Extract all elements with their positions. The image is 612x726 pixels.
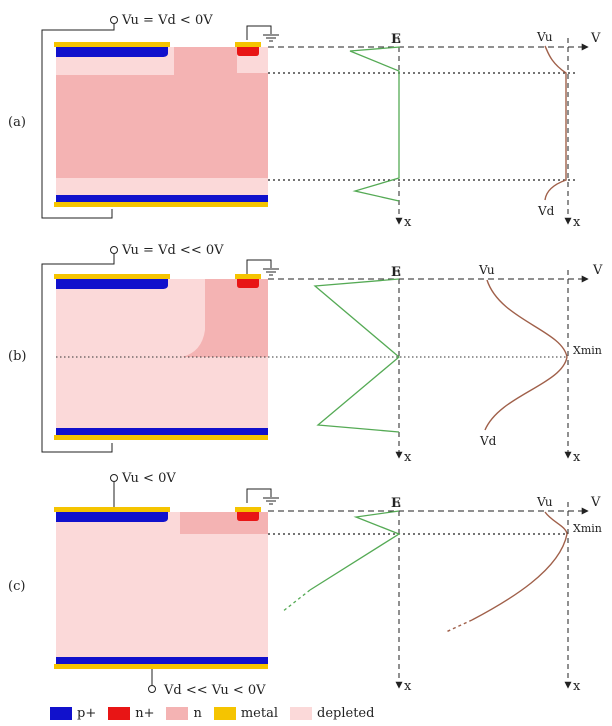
x-axis-label-v: x bbox=[573, 450, 581, 465]
legend-swatch bbox=[213, 707, 236, 720]
e-axis-label: E bbox=[391, 496, 401, 511]
metal-ntop bbox=[235, 42, 261, 47]
n-plus-top bbox=[237, 47, 259, 56]
bias-wire bbox=[41, 254, 115, 453]
legend-swatch bbox=[50, 707, 72, 720]
legend-item-depleted: depleted bbox=[290, 706, 374, 721]
bias-terminal-icon bbox=[148, 685, 156, 693]
legend-item-p-plus: p+ bbox=[50, 706, 96, 721]
potential-label-bottom: Vd bbox=[537, 204, 555, 218]
panel-c-tag: (c) bbox=[8, 579, 25, 594]
p-plus-top bbox=[56, 47, 168, 57]
panel-b-tag: (b) bbox=[8, 349, 26, 364]
n-plus-top bbox=[237, 279, 259, 288]
potential-profile bbox=[484, 279, 568, 431]
field-profile bbox=[313, 278, 401, 433]
legend-label: n bbox=[193, 706, 202, 721]
xmin-label: Xmin bbox=[573, 522, 602, 535]
field-profile-dashed bbox=[281, 589, 311, 613]
ground-icon bbox=[246, 259, 279, 276]
n-plus-top bbox=[237, 512, 259, 521]
metal-bottom bbox=[54, 664, 268, 669]
metal-top bbox=[54, 274, 170, 279]
panel-c-vd-bias: Vd << Vu < 0V bbox=[163, 683, 266, 698]
p-plus-bottom bbox=[56, 195, 268, 202]
bias-terminal-icon bbox=[110, 474, 118, 482]
p-plus-bottom bbox=[56, 657, 268, 664]
potential-profile bbox=[471, 511, 568, 621]
p-plus-top bbox=[56, 512, 168, 522]
panel-b: (b) Vu = Vd << 0V E x V x Vu Vd Xmin bbox=[8, 243, 603, 465]
panel-c-vu-bias: Vu < 0V bbox=[121, 471, 176, 486]
legend-swatch bbox=[166, 707, 189, 720]
legend-label: p+ bbox=[77, 706, 97, 721]
x-axis-label-e: x bbox=[404, 450, 412, 465]
potential-profile-dashed bbox=[445, 619, 473, 633]
panel-a: (a) Vu = Vd < 0V E x V x Vu bbox=[8, 13, 601, 230]
potential-profile bbox=[544, 45, 567, 201]
potential-label-top: Vu bbox=[478, 263, 495, 277]
legend-label: n+ bbox=[135, 706, 155, 721]
depleted-bulk bbox=[56, 512, 268, 664]
metal-bottom bbox=[54, 435, 268, 440]
metal-top bbox=[54, 507, 170, 512]
legend-swatch bbox=[108, 707, 131, 720]
legend-item-metal: metal bbox=[213, 706, 279, 721]
e-axis-label: E bbox=[391, 265, 401, 280]
e-axis-label: E bbox=[391, 32, 401, 47]
legend: p+ n+ n metal depleted bbox=[50, 706, 386, 721]
metal-ntop bbox=[235, 274, 261, 279]
field-profile bbox=[309, 510, 401, 591]
field-profile bbox=[349, 46, 401, 202]
panel-b-vu-bias: Vu = Vd << 0V bbox=[121, 243, 224, 258]
x-axis-label-e: x bbox=[404, 215, 412, 230]
potential-label-top: Vu bbox=[536, 495, 553, 509]
p-plus-bottom bbox=[56, 428, 268, 435]
ground-icon bbox=[246, 25, 279, 42]
bias-wire bbox=[41, 24, 115, 219]
xmin-label: Xmin bbox=[573, 344, 602, 357]
x-axis-label-v: x bbox=[573, 215, 581, 230]
x-axis-label-v: x bbox=[573, 679, 581, 694]
bias-terminal-icon bbox=[110, 16, 118, 24]
panel-c: (c) Vu < 0V Vd << Vu < 0V E x V x Vu Xmi… bbox=[8, 471, 602, 698]
legend-item-n-plus: n+ bbox=[108, 706, 154, 721]
potential-label-bottom: Vd bbox=[479, 434, 497, 448]
v-axis-label: V bbox=[592, 263, 603, 278]
panel-a-vu-bias: Vu = Vd < 0V bbox=[121, 13, 213, 28]
legend-item-n: n bbox=[166, 706, 202, 721]
metal-ntop bbox=[235, 507, 261, 512]
legend-label: depleted bbox=[317, 706, 375, 721]
potential-label-top: Vu bbox=[536, 30, 553, 44]
panel-a-tag: (a) bbox=[8, 115, 26, 130]
v-axis-label: V bbox=[590, 495, 601, 510]
bias-terminal-icon bbox=[110, 246, 118, 254]
ground-icon bbox=[246, 488, 279, 505]
v-axis-label: V bbox=[590, 31, 601, 46]
legend-label: metal bbox=[240, 706, 279, 721]
depleted-bottom bbox=[56, 178, 268, 200]
metal-top bbox=[54, 42, 170, 47]
n-undepleted bbox=[182, 279, 268, 357]
metal-bottom bbox=[54, 202, 268, 207]
p-plus-top bbox=[56, 279, 168, 289]
x-axis-label-e: x bbox=[404, 679, 412, 694]
legend-swatch bbox=[290, 707, 313, 720]
